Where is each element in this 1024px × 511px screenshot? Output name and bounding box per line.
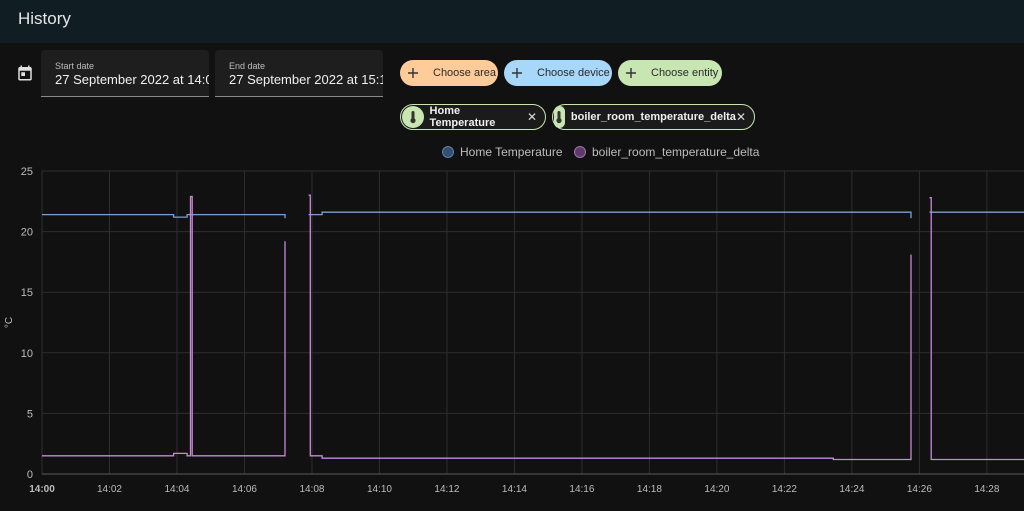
x-tick-label: 14:04 — [164, 484, 189, 495]
selected-entity-chip[interactable]: Home Temperature ✕ — [400, 104, 546, 130]
plus-icon — [626, 68, 636, 78]
start-date-label: Start date — [55, 61, 95, 71]
legend-marker-home-temperature[interactable] — [442, 146, 454, 158]
selected-entity-label: Home Temperature — [429, 105, 496, 129]
plus-icon — [512, 68, 522, 78]
close-icon[interactable]: ✕ — [526, 110, 537, 124]
end-date-field[interactable]: End date 27 September 2022 at 15:1 — [215, 50, 383, 97]
end-date-value: 27 September 2022 at 15:1 — [229, 72, 383, 87]
series-line-home-temperature — [308, 211, 912, 219]
plus-icon — [408, 68, 418, 78]
x-tick-label: 14:24 — [839, 484, 864, 495]
series-line-home-temperature — [42, 213, 286, 219]
selected-entity-label: boiler_room_temperature_delta — [570, 111, 736, 123]
x-tick-label: 14:16 — [569, 484, 594, 495]
x-tick-label: 14:28 — [974, 484, 999, 495]
choose-entity-button[interactable]: Choose entity — [618, 60, 722, 86]
start-date-field[interactable]: Start date 27 September 2022 at 14:0 — [41, 50, 209, 97]
x-tick-label: 14:20 — [704, 484, 729, 495]
choose-entity-label: Choose entity — [651, 67, 719, 79]
x-tick-label: 14:10 — [367, 484, 392, 495]
choose-device-button[interactable]: Choose device — [504, 60, 612, 86]
x-tick-label: 14:06 — [232, 484, 257, 495]
y-tick-label: 10 — [21, 348, 33, 360]
y-tick-label: 0 — [27, 469, 33, 481]
choose-area-label: Choose area — [433, 67, 496, 79]
series-line-boiler-room-temperature-delta — [308, 194, 912, 461]
x-tick-label: 14:12 — [434, 484, 459, 495]
y-axis-label: °C — [4, 317, 15, 328]
start-date-value: 27 September 2022 at 14:0 — [55, 72, 209, 87]
y-tick-label: 20 — [21, 227, 33, 239]
thermometer-icon — [554, 106, 565, 128]
x-tick-label: 14:02 — [97, 484, 122, 495]
choose-device-label: Choose device — [537, 67, 610, 79]
thermometer-icon — [402, 106, 424, 128]
legend-marker-boiler-room[interactable] — [574, 146, 586, 158]
close-icon[interactable]: ✕ — [735, 110, 746, 124]
x-tick-label: 14:08 — [299, 484, 324, 495]
legend-label-home-temperature[interactable]: Home Temperature — [460, 145, 563, 159]
y-tick-label: 5 — [27, 408, 33, 420]
page-title: History — [18, 9, 71, 28]
end-date-label: End date — [229, 61, 266, 71]
series-line-boiler-room-temperature-delta — [42, 195, 286, 457]
selected-entity-chip[interactable]: boiler_room_temperature_delta ✕ — [552, 104, 755, 130]
x-tick-label: 14:22 — [772, 484, 797, 495]
legend-label-boiler-room[interactable]: boiler_room_temperature_delta — [592, 145, 760, 159]
y-tick-label: 15 — [21, 287, 33, 299]
x-tick-label: 14:14 — [502, 484, 527, 495]
x-tick-label: 14:18 — [637, 484, 662, 495]
series-line-boiler-room-temperature-delta — [929, 197, 1024, 461]
x-tick-label: 14:26 — [907, 484, 932, 495]
x-tick-label: 14:00 — [29, 484, 55, 495]
top-app-bar: History — [0, 0, 1024, 43]
calendar-icon[interactable] — [16, 64, 34, 82]
choose-area-button[interactable]: Choose area — [400, 60, 498, 86]
y-tick-label: 25 — [21, 166, 33, 178]
